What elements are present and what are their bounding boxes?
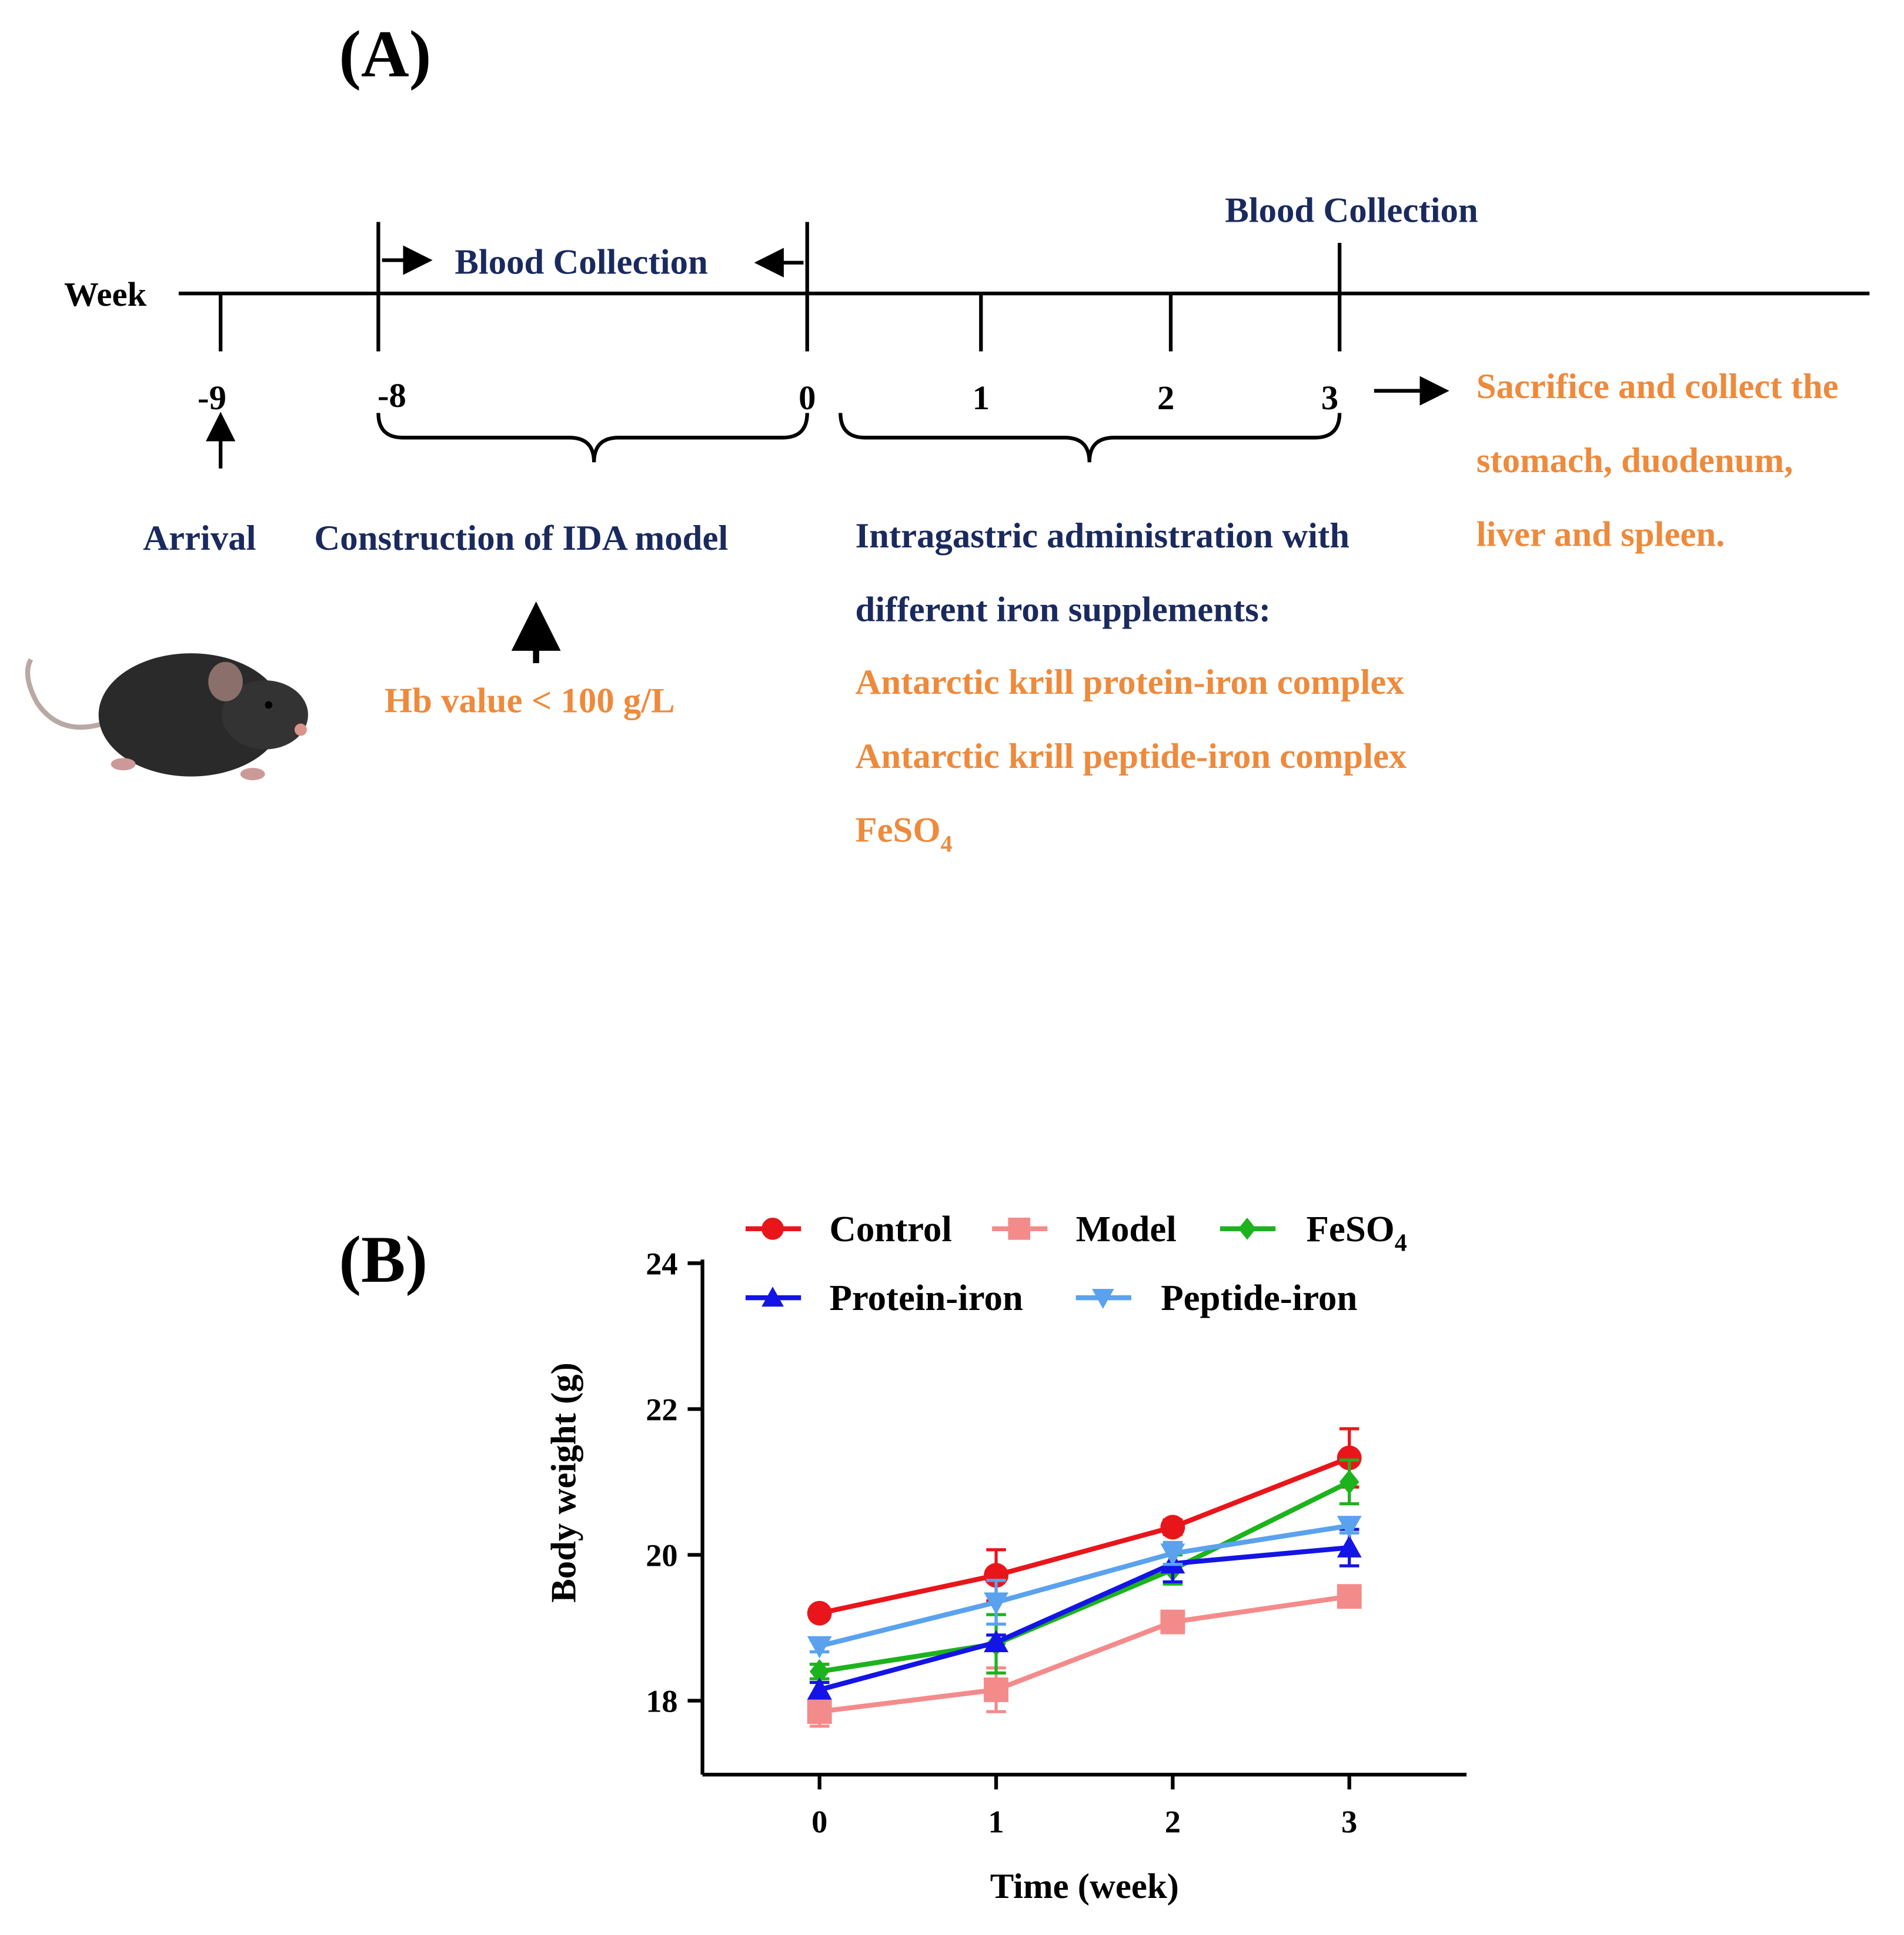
- marker-square: [807, 1699, 832, 1725]
- panel-b-label: (B): [339, 1223, 427, 1296]
- blood-collection-label: Blood Collection: [1225, 191, 1478, 230]
- marker-circle: [807, 1600, 832, 1626]
- sacrifice-label: liver and spleen.: [1477, 515, 1725, 554]
- marker-triangle-down: [984, 1592, 1008, 1615]
- series-control: [807, 1427, 1362, 1626]
- legend-item: Protein-iron: [745, 1277, 1023, 1318]
- y-tick-label: 18: [646, 1683, 677, 1719]
- series-line: [819, 1455, 1351, 1616]
- series-line: [819, 1594, 1350, 1715]
- x-tick-label: 0: [811, 1804, 827, 1840]
- sacrifice-label: stomach, duodenum,: [1477, 441, 1793, 480]
- construction-label: Construction of IDA model: [314, 519, 728, 558]
- brace: [839, 413, 1342, 463]
- marker-triangle-down: [1337, 1516, 1362, 1538]
- hb-value-label: Hb value < 100 g/L: [385, 681, 675, 721]
- blood-collection-label: Blood Collection: [455, 243, 707, 282]
- legend-label: Peptide-iron: [1161, 1277, 1357, 1318]
- marker-square: [984, 1677, 1008, 1702]
- marker-triangle-up: [1337, 1535, 1362, 1558]
- supplement-item: Antarctic krill peptide-iron complex: [855, 737, 1407, 776]
- brace: [376, 413, 809, 463]
- arrival-label: Arrival: [143, 519, 256, 558]
- panel-a-label: (A): [339, 18, 431, 91]
- y-tick-label: 22: [646, 1391, 677, 1427]
- marker-triangle-up: [984, 1630, 1008, 1653]
- legend-item: Model: [992, 1208, 1177, 1249]
- x-tick-label: 3: [1341, 1804, 1357, 1840]
- tick-label: -9: [198, 379, 226, 417]
- marker-circle: [1160, 1515, 1185, 1540]
- marker-diamond: [809, 1659, 830, 1684]
- tick-label: 0: [799, 379, 816, 417]
- marker-diamond: [1238, 1217, 1257, 1240]
- x-tick-label: 1: [988, 1804, 1004, 1840]
- body-weight-chart: 18 20 22 24 0 1 2 3: [646, 1245, 1467, 1840]
- legend-item: FeSO4: [1220, 1208, 1407, 1257]
- timeline-ticks: [219, 222, 1342, 352]
- y-axis-title: Body weight (g): [545, 1362, 584, 1602]
- marker-diamond: [1339, 1469, 1359, 1495]
- tick-label: 1: [973, 379, 990, 417]
- legend-label: Protein-iron: [829, 1277, 1023, 1318]
- marker-triangle-down: [807, 1636, 832, 1659]
- y-tick-label: 20: [646, 1537, 677, 1573]
- marker-triangle-down: [1091, 1289, 1114, 1309]
- series-line: [819, 1523, 1350, 1649]
- marker-square: [1160, 1609, 1185, 1635]
- x-axis-title: Time (week): [990, 1867, 1179, 1906]
- y-tick-label: 24: [646, 1245, 677, 1281]
- sacrifice-label: Sacrifice and collect the: [1477, 367, 1839, 406]
- tick-label: -8: [378, 376, 406, 415]
- legend-label: Model: [1076, 1208, 1177, 1249]
- marker-triangle-up: [761, 1286, 784, 1307]
- legend-item: Control: [745, 1208, 952, 1249]
- supplement-item: FeSO4: [855, 811, 952, 857]
- series-line: [819, 1545, 1350, 1692]
- supplement-item: Antarctic krill protein-iron complex: [855, 663, 1404, 702]
- marker-square: [1337, 1584, 1362, 1609]
- marker-square: [1008, 1217, 1031, 1240]
- legend-label: FeSO4: [1307, 1208, 1407, 1257]
- intragastric-label: Intragastric administration with: [855, 516, 1349, 556]
- mouse-illustration: [25, 653, 308, 780]
- intragastric-label: different iron supplements:: [855, 590, 1271, 630]
- tick-label: 3: [1321, 379, 1338, 417]
- tick-label: 2: [1157, 379, 1174, 417]
- marker-circle: [1337, 1445, 1362, 1471]
- legend-item: Peptide-iron: [1075, 1277, 1357, 1318]
- series-feso: [809, 1458, 1359, 1684]
- marker-circle: [761, 1217, 784, 1240]
- x-tick-label: 2: [1165, 1804, 1181, 1840]
- legend-label: Control: [829, 1208, 951, 1249]
- marker-triangle-down: [1160, 1543, 1185, 1566]
- series-peptide-iron: [807, 1516, 1362, 1659]
- chart-legend: Control Model FeSO4 Protein-iron Peptide-iro…: [745, 1208, 1407, 1318]
- series-line: [819, 1479, 1351, 1675]
- marker-triangle-up: [807, 1677, 832, 1700]
- series-protein-iron: [807, 1528, 1362, 1700]
- week-axis-label: Week: [64, 275, 147, 313]
